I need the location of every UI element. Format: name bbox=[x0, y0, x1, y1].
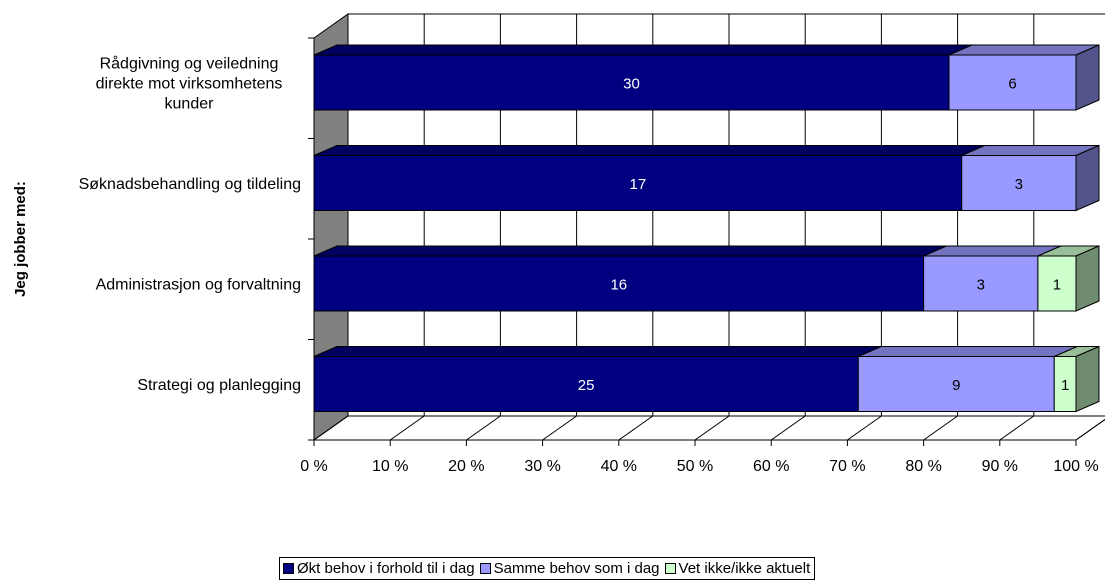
legend-item-samme-behov: Samme behov som i dag bbox=[479, 560, 660, 577]
data-label-administrasjon-og-forvaltning-2: 1 bbox=[1053, 277, 1061, 294]
legend-label-okt-behov: Økt behov i forhold til i dag bbox=[297, 560, 475, 577]
bar-top-administrasjon-og-forvaltning-0 bbox=[313, 245, 947, 257]
bar-top-ra-dgivning-og-veiledning-direkte-mot-virksomhetens-kunder-1 bbox=[948, 44, 1100, 56]
floor-grid-line-6 bbox=[770, 415, 806, 441]
legend-swatch-okt-behov bbox=[283, 563, 294, 574]
data-label-administrasjon-og-forvaltning-0: 16 bbox=[610, 277, 627, 294]
floor-grid-line-9 bbox=[999, 415, 1035, 441]
data-label-strategi-og-planlegging-1: 9 bbox=[952, 377, 960, 394]
legend-item-vet-ikke: Vet ikke/ikke aktuelt bbox=[664, 560, 811, 577]
category-label-administrasjon-og-forvaltning-line-0: Administrasjon og forvaltning bbox=[96, 277, 301, 294]
floor-grid-line-0 bbox=[313, 415, 349, 441]
bar-top-strategi-og-planlegging-0 bbox=[313, 346, 882, 357]
legend-item-okt-behov: Økt behov i forhold til i dag bbox=[283, 560, 475, 577]
bar-side-s-knadsbehandling-og-tildeling bbox=[1075, 144, 1100, 212]
legend-label-vet-ikke: Vet ikke/ikke aktuelt bbox=[678, 560, 811, 577]
floor-grid-line-10 bbox=[1075, 418, 1105, 441]
bar-ra-dgivning-og-veiledning-direkte-mot-virksomhetens-kunder-1 bbox=[948, 54, 1077, 111]
x-tick-label-0: 0 % bbox=[300, 458, 328, 475]
category-label-ra-dgivning-og-veiledning-direkte-mot-virksomhetens-kunder-line-1: direkte mot virksomhetens bbox=[96, 76, 283, 93]
legend-label-samme-behov: Samme behov som i dag bbox=[493, 560, 660, 577]
x-tick-label-10: 100 % bbox=[1053, 458, 1098, 475]
data-label-s-knadsbehandling-og-tildeling-0: 17 bbox=[630, 176, 647, 193]
floor-grid-line-7 bbox=[847, 415, 882, 441]
category-label-ra-dgivning-og-veiledning-direkte-mot-virksomhetens-kunder-line-2: kunder bbox=[165, 96, 215, 113]
x-tick-label-4: 40 % bbox=[601, 458, 637, 475]
data-label-ra-dgivning-og-veiledning-direkte-mot-virksomhetens-kunder-0: 30 bbox=[623, 76, 640, 93]
y-axis-title: Jeg jobber med: bbox=[12, 181, 29, 297]
bar-strategi-og-planlegging-2 bbox=[1053, 356, 1077, 412]
legend-swatch-vet-ikke bbox=[664, 563, 676, 574]
floor-grid-line-1 bbox=[389, 415, 425, 441]
bar-side-administrasjon-og-forvaltning bbox=[1075, 245, 1100, 312]
legend-swatch-samme-behov bbox=[479, 563, 491, 574]
category-label-s-knadsbehandling-og-tildeling-line-0: Søknadsbehandling og tildeling bbox=[79, 176, 301, 193]
data-label-s-knadsbehandling-og-tildeling-1: 3 bbox=[1015, 176, 1023, 193]
bar-top-ra-dgivning-og-veiledning-direkte-mot-virksomhetens-kunder-0 bbox=[313, 44, 973, 56]
category-label-ra-dgivning-og-veiledning-direkte-mot-virksomhetens-kunder-line-0: Rådgivning og veiledning bbox=[100, 55, 279, 73]
bar-administrasjon-og-forvaltning-2 bbox=[1037, 255, 1077, 312]
bar-s-knadsbehandling-og-tildeling-1 bbox=[961, 155, 1077, 211]
x-tick-label-8: 80 % bbox=[905, 458, 941, 475]
bar-top-strategi-og-planlegging-1 bbox=[858, 346, 1078, 357]
x-tick-label-9: 90 % bbox=[982, 458, 1018, 475]
bar-s-knadsbehandling-og-tildeling-0 bbox=[313, 155, 963, 211]
floor-grid-line-5 bbox=[694, 415, 730, 441]
bar-side-ra-dgivning-og-veiledning-direkte-mot-virksomhetens-kunder bbox=[1075, 44, 1100, 111]
bar-top-s-knadsbehandling-og-tildeling-0 bbox=[313, 145, 985, 156]
bar-strategi-og-planlegging-0 bbox=[313, 356, 859, 412]
floor-grid-line-4 bbox=[618, 415, 654, 441]
floor-grid-line-2 bbox=[466, 415, 501, 441]
data-label-administrasjon-og-forvaltning-1: 3 bbox=[977, 277, 985, 294]
bar-ra-dgivning-og-veiledning-direkte-mot-virksomhetens-kunder-0 bbox=[313, 54, 950, 111]
x-tick-label-1: 10 % bbox=[372, 458, 408, 475]
bar-side-strategi-og-planlegging bbox=[1075, 345, 1100, 413]
x-tick-label-5: 50 % bbox=[677, 458, 713, 475]
bar-strategi-og-planlegging-1 bbox=[857, 356, 1055, 412]
chart-legend: Økt behov i forhold til i dag Samme beho… bbox=[279, 557, 816, 580]
chart-floor bbox=[312, 415, 1105, 441]
data-label-strategi-og-planlegging-2: 1 bbox=[1061, 377, 1069, 394]
x-tick-label-2: 20 % bbox=[448, 458, 484, 475]
floor-grid-line-8 bbox=[923, 415, 958, 441]
x-tick-label-3: 30 % bbox=[524, 458, 560, 475]
x-tick-label-7: 70 % bbox=[829, 458, 865, 475]
data-label-strategi-og-planlegging-0: 25 bbox=[578, 377, 595, 394]
category-label-strategi-og-planlegging-line-0: Strategi og planlegging bbox=[137, 377, 301, 394]
data-label-ra-dgivning-og-veiledning-direkte-mot-virksomhetens-kunder-1: 6 bbox=[1008, 76, 1016, 93]
x-tick-label-6: 60 % bbox=[753, 458, 789, 475]
floor-grid-line-3 bbox=[542, 415, 577, 441]
